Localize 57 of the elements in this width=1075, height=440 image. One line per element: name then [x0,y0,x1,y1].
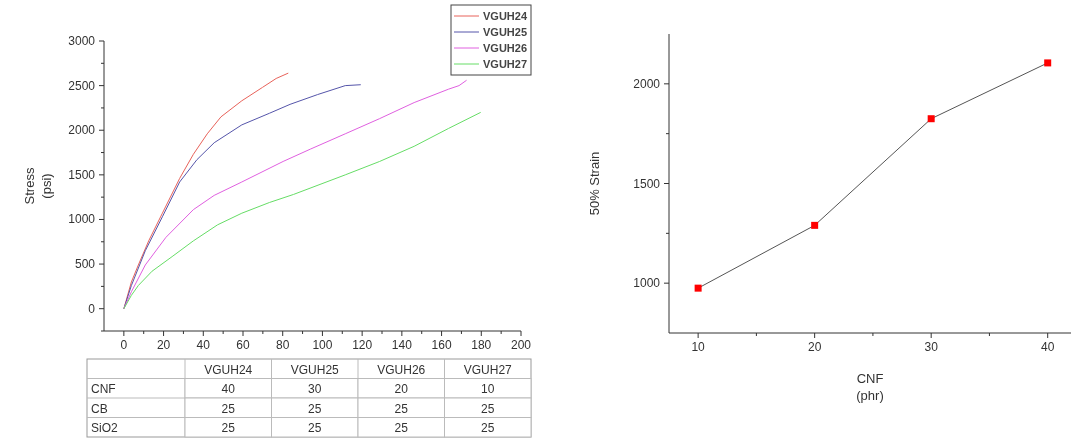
y-tick-label: 1500 [68,167,96,182]
x-axis-title: CNF (phr) [856,371,884,403]
y-tick-label: 500 [74,257,96,272]
x-tick-label: 0 [120,338,128,352]
x-tick-label: VGUH26 [377,362,426,377]
point [927,115,935,123]
data-label: 25 [481,401,495,416]
x-tick-label: 20 [807,340,822,354]
y-tick-label: 0 [88,301,96,316]
data-label: 40 [221,382,236,396]
x-tick-label: 180 [471,338,492,352]
x-tick-label: 20 [156,338,171,352]
data-label: 25 [221,401,236,416]
point [811,221,819,229]
x-tick-label: 140 [391,338,413,352]
x-tick-label: 80 [276,338,290,352]
y-tick-label: CNF [91,382,116,396]
x-tick-label: 60 [236,338,250,352]
data-label: 30 [308,382,322,396]
legend-label: VGUH25 [483,26,528,38]
data-label: 10 [481,382,495,396]
legend-label: VGUH24 [483,10,528,22]
x-tick-label: 160 [431,338,452,352]
legend-label: VGUH27 [483,58,528,70]
data-label: 25 [394,401,409,416]
data-label: 25 [221,421,236,435]
y-tick-label: 2000 [68,123,96,138]
data-label: 25 [308,401,322,416]
y-tick-label: CB [91,401,108,416]
y-tick-label: 2500 [68,78,96,93]
x-tick-label: 40 [1041,340,1055,354]
y-tick-label: 3000 [68,34,96,48]
y-tick-label: 1000 [633,276,661,291]
x-tick-label: 120 [352,338,373,352]
y-tick-label: 1000 [68,212,96,227]
y-tick-label: SiO2 [91,421,118,435]
x-tick-label: 30 [924,340,939,354]
x-tick-label: 10 [691,340,706,354]
x-tick-label: 40 [196,338,211,352]
x-tick-label: VGUH27 [463,362,513,377]
y-axis-title: 50% Strain [587,151,602,216]
line-series [123,111,482,310]
legend-label: VGUH26 [483,42,528,54]
y-axis-title: Stress (psi) [22,167,54,205]
data-label: 20 [394,382,409,396]
x-tick-label: 100 [312,338,333,352]
point [1044,59,1052,67]
y-tick-label: 2000 [633,76,661,91]
x-tick-label: VGUH25 [290,362,340,377]
data-label: 25 [394,421,409,435]
x-tick-label: VGUH24 [204,362,253,377]
point [694,284,702,292]
line-series [123,79,468,310]
x-tick-label: 200 [510,338,532,352]
data-label: 25 [481,421,495,435]
y-tick-label: 1500 [633,176,661,191]
data-label: 25 [308,421,322,435]
